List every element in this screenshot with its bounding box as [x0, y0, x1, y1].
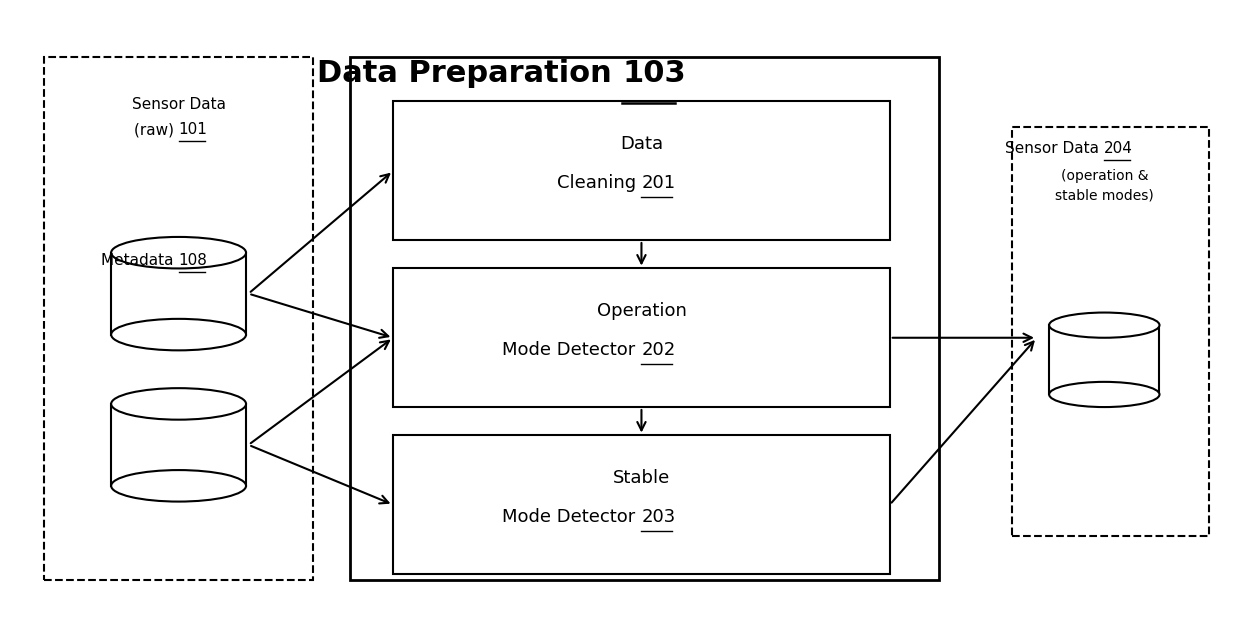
- Text: Metadata: Metadata: [102, 252, 179, 268]
- FancyBboxPatch shape: [112, 252, 246, 335]
- Text: Sensor Data: Sensor Data: [131, 97, 226, 112]
- FancyBboxPatch shape: [393, 269, 890, 407]
- Text: 108: 108: [179, 252, 207, 268]
- Text: Stable: Stable: [613, 469, 670, 488]
- Ellipse shape: [112, 319, 246, 350]
- Text: Data: Data: [620, 135, 663, 153]
- Text: 203: 203: [641, 508, 676, 526]
- Ellipse shape: [112, 237, 246, 269]
- Text: stable modes): stable modes): [1055, 189, 1153, 203]
- Text: Mode Detector: Mode Detector: [502, 508, 641, 526]
- Text: (raw): (raw): [134, 122, 179, 137]
- Text: 201: 201: [641, 175, 676, 193]
- FancyBboxPatch shape: [393, 102, 890, 240]
- Text: 101: 101: [179, 122, 207, 137]
- Text: 204: 204: [1105, 141, 1133, 156]
- FancyBboxPatch shape: [43, 57, 314, 580]
- Text: Operation: Operation: [596, 302, 687, 320]
- Ellipse shape: [1049, 382, 1159, 407]
- Text: Data Preparation: Data Preparation: [317, 59, 622, 88]
- Text: Cleaning: Cleaning: [557, 175, 641, 193]
- Ellipse shape: [112, 388, 246, 420]
- Text: 103: 103: [622, 59, 686, 88]
- Text: (operation &: (operation &: [1060, 169, 1148, 183]
- FancyBboxPatch shape: [350, 57, 939, 580]
- Ellipse shape: [112, 470, 246, 502]
- Text: Sensor Data: Sensor Data: [1006, 141, 1105, 156]
- Ellipse shape: [1049, 312, 1159, 337]
- Text: Mode Detector: Mode Detector: [502, 341, 641, 359]
- FancyBboxPatch shape: [112, 404, 246, 486]
- Text: 202: 202: [641, 341, 676, 359]
- FancyBboxPatch shape: [393, 435, 890, 574]
- FancyBboxPatch shape: [1012, 127, 1209, 536]
- FancyBboxPatch shape: [1049, 325, 1159, 395]
